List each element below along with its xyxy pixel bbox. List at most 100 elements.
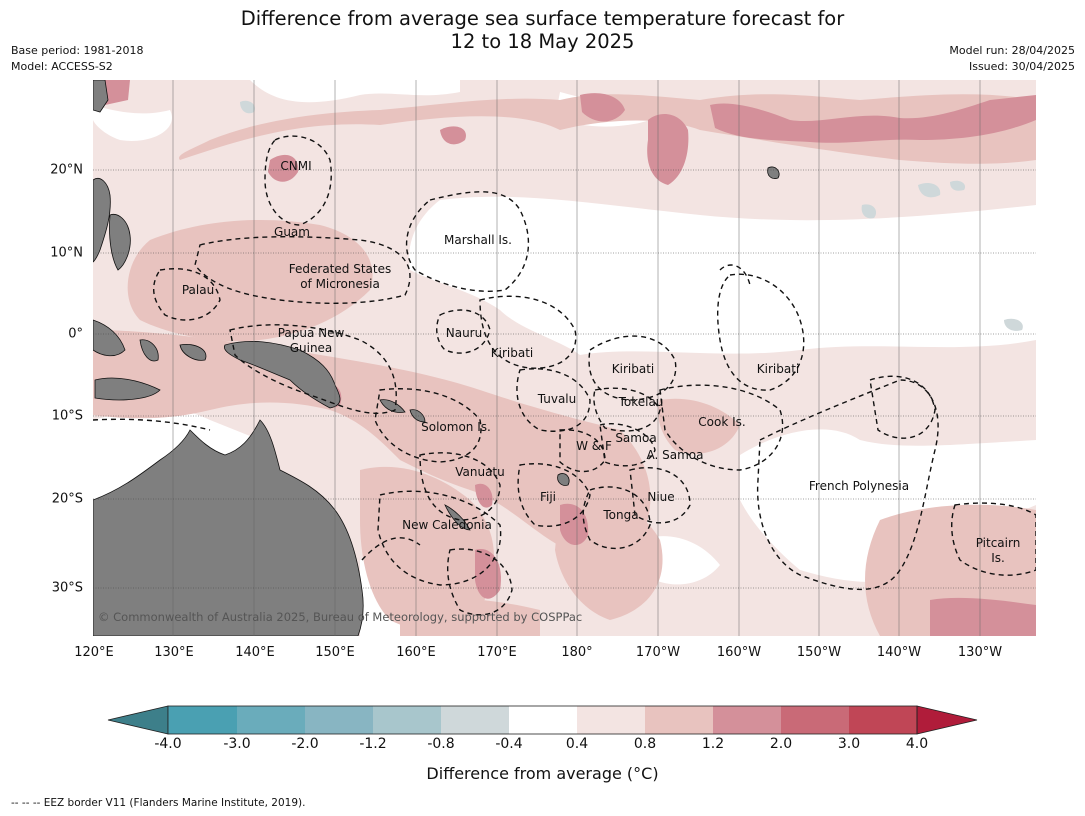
colorbar-label: 0.8 — [633, 736, 657, 752]
strong-warm-patch — [930, 597, 1036, 636]
eez-wf — [559, 429, 606, 473]
eez-borders — [93, 135, 1036, 616]
colorbar-segment — [441, 706, 509, 734]
new-caledonia-land — [444, 504, 471, 531]
label-tonga: Tonga — [602, 508, 638, 522]
label-marshall: Marshall Is. — [444, 233, 512, 247]
australia-land — [93, 419, 364, 636]
eez-pitcairn — [951, 502, 1036, 576]
label-wf: W & F — [576, 439, 612, 453]
colorbar-label: -1.2 — [359, 736, 387, 752]
eez-palau — [153, 268, 221, 321]
colorbar-segment — [577, 706, 645, 734]
colorbar-label: 1.2 — [701, 736, 725, 752]
y-tick: 20°N — [50, 162, 83, 178]
colorbar-title: Difference from average (°C) — [426, 764, 659, 783]
colorbar — [107, 705, 978, 735]
x-tick: 150°W — [796, 645, 842, 660]
eez-fsm — [194, 236, 411, 304]
x-tick: 160°W — [716, 645, 762, 660]
label-kiribati-central: Kiribati — [612, 362, 654, 376]
map-title: Difference from average sea surface temp… — [0, 7, 1085, 53]
x-tick: 170°E — [477, 645, 517, 660]
place-labels: CNMI Guam Marshall Is. Federated States … — [182, 159, 1020, 565]
label-samoa: Samoa — [615, 431, 656, 445]
x-tick: 130°W — [957, 645, 1003, 660]
strong-warm-patch — [475, 549, 501, 599]
colorbar-segment — [781, 706, 849, 734]
label-solomon: Solomon Is. — [421, 420, 491, 434]
colorbar-segment — [509, 706, 577, 734]
eez-tonga — [582, 486, 651, 550]
label-tokelau: Tokelau — [618, 395, 664, 409]
eez-tokelau — [593, 387, 661, 432]
philippines-land — [109, 213, 131, 271]
map-panel: CNMI Guam Marshall Is. Federated States … — [93, 80, 1036, 636]
eez-australia-north — [93, 418, 211, 431]
warm-anomaly-zone — [127, 220, 373, 342]
colorbar-label: -2.0 — [291, 736, 319, 752]
colorbar-segment — [713, 706, 781, 734]
colorbar-segment — [645, 706, 713, 734]
eez-marshall — [405, 191, 530, 292]
copyright-notice: © Commonwealth of Australia 2025, Bureau… — [98, 610, 582, 624]
label-cook: Cook Is. — [698, 415, 745, 429]
eez-cook — [659, 384, 784, 471]
colorbar-label: 2.0 — [769, 736, 793, 752]
taiwan-land — [93, 80, 109, 113]
near-average-zone — [93, 80, 460, 103]
eez-legend-footer: -- -- -- EEZ border V11 (Flanders Marine… — [11, 797, 306, 809]
colorbar-label: -4.0 — [154, 736, 182, 752]
eez-solomon — [374, 388, 482, 463]
philippines-land — [93, 178, 111, 263]
borneo-land — [93, 319, 126, 357]
eez-kiribati-west — [479, 295, 577, 369]
colorbar-label: -3.0 — [223, 736, 251, 752]
colorbar-segment — [237, 706, 305, 734]
meta-right: Model run: 28/04/2025 Issued: 30/04/2025 — [949, 43, 1075, 75]
colorbar-extend-low — [107, 705, 169, 735]
near-average-zone — [740, 429, 1036, 582]
y-tick: 0° — [68, 326, 83, 342]
label-fiji: Fiji — [540, 490, 556, 504]
label-new-caledonia: New Caledonia — [402, 518, 492, 532]
cool-patch — [950, 180, 966, 191]
colorbar-label: -0.8 — [427, 736, 455, 752]
label-pitcairn-line2: Is. — [991, 551, 1005, 565]
colorbar-segment — [849, 706, 917, 734]
colorbar-label: 4.0 — [905, 736, 929, 752]
label-png-line2: Guinea — [290, 341, 333, 355]
fiji-land — [557, 473, 570, 486]
label-cnmi: CNMI — [280, 159, 311, 173]
eez-cnmi — [264, 135, 332, 226]
label-niue: Niue — [647, 490, 674, 504]
landmasses — [93, 80, 780, 636]
colorbar-segment — [373, 706, 441, 734]
label-palau: Palau — [182, 283, 214, 297]
cool-patch — [1004, 318, 1023, 331]
new-guinea-land — [223, 341, 341, 409]
warm-anomaly-zone — [658, 398, 740, 454]
colorbar-segment — [168, 706, 237, 734]
colorbar-outline — [167, 705, 918, 735]
label-pitcairn-line1: Pitcairn — [976, 536, 1021, 550]
sulawesi-land — [139, 339, 159, 362]
cool-patch — [240, 100, 255, 114]
label-vanuatu: Vanuatu — [455, 465, 505, 479]
y-tick: 20°S — [51, 491, 83, 507]
eez-niue — [629, 466, 691, 524]
colorbar-label: -0.4 — [495, 736, 523, 752]
strong-warm-patch — [440, 126, 466, 145]
label-fsm-line1: Federated States — [289, 262, 391, 276]
eez-samoa — [599, 423, 656, 467]
x-tick: 120°E — [74, 645, 114, 660]
near-average-zone — [409, 196, 1036, 355]
label-kiribati-west: Kiribati — [491, 346, 533, 360]
model-run: Model run: 28/04/2025 — [949, 44, 1075, 57]
title-line-2: 12 to 18 May 2025 — [450, 30, 635, 53]
label-tuvalu: Tuvalu — [537, 392, 577, 406]
warm-anomaly-zone — [400, 598, 540, 636]
colorbar-segment — [305, 706, 373, 734]
x-tick: 140°E — [235, 645, 275, 660]
